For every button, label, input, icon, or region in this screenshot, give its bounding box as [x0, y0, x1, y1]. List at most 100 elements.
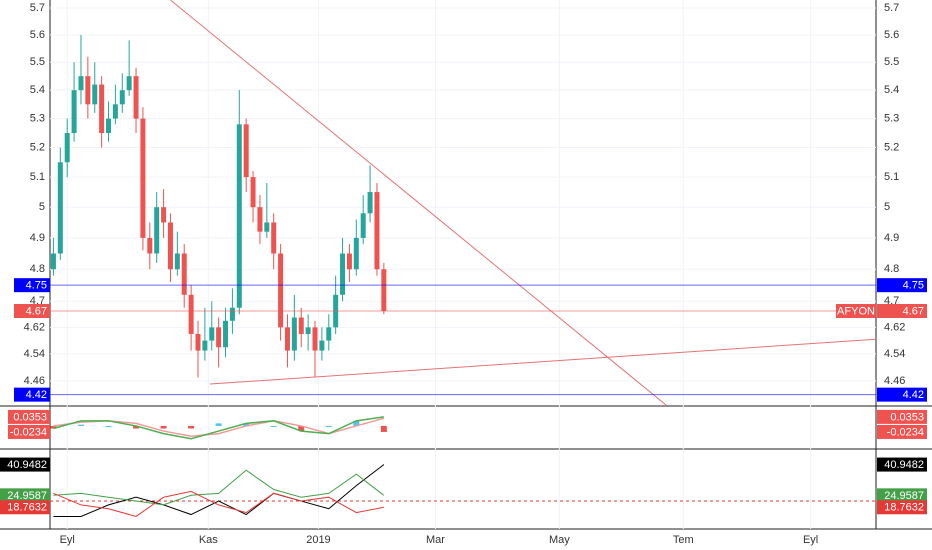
candle-body	[312, 327, 318, 351]
histogram-bar	[325, 425, 332, 427]
candle-body	[229, 307, 235, 321]
histogram-bar	[188, 425, 195, 429]
candle-body	[278, 253, 284, 328]
candle-body	[106, 118, 112, 134]
last-value-box	[877, 500, 927, 515]
candle-body	[216, 327, 222, 348]
histogram-bar	[353, 420, 360, 426]
indicator-line	[53, 416, 384, 440]
candle-body	[167, 222, 173, 270]
candle-body	[367, 192, 373, 214]
y-tick-label: 5.6	[30, 29, 45, 41]
last-value: 40.9482	[884, 459, 924, 471]
last-value: 0.0353	[890, 411, 924, 423]
price-label: 4.42	[26, 389, 47, 401]
x-tick-label: 2019	[306, 534, 330, 546]
candle-body	[64, 133, 70, 163]
price-label-box	[877, 278, 927, 293]
candle-body	[126, 76, 132, 91]
candle-body	[284, 327, 290, 351]
y-tick-label: 4.46	[24, 375, 45, 387]
candle-body	[174, 253, 180, 270]
y-tick-label: 4.62	[884, 321, 905, 333]
last-value: 40.9482	[7, 459, 47, 471]
candle-body	[360, 213, 366, 238]
candle-body	[133, 76, 139, 119]
candle-body	[298, 317, 304, 334]
indicator-line	[53, 464, 385, 517]
last-value-box	[877, 424, 927, 439]
y-tick-label: 5	[39, 201, 45, 213]
last-value: 0.0353	[13, 411, 47, 423]
candle-body	[202, 340, 208, 351]
y-tick-label: 5.6	[884, 29, 899, 41]
candle-body	[181, 253, 187, 295]
last-value-box	[0, 457, 50, 472]
candle-body	[71, 90, 77, 134]
last-value-box	[877, 409, 927, 424]
y-tick-label: 4.9	[30, 232, 45, 244]
price-label: 4.42	[903, 389, 924, 401]
x-tick-label: Kas	[199, 534, 218, 546]
y-tick-label: 4.62	[24, 321, 45, 333]
candle-body	[188, 294, 194, 334]
candle-body	[319, 340, 325, 351]
histogram-bar	[133, 425, 140, 429]
price-label: 4.67	[26, 305, 47, 317]
candle-body	[161, 207, 167, 223]
histogram-bar	[215, 423, 222, 426]
y-tick-label: 5.3	[884, 113, 899, 125]
y-tick-label: 5.4	[30, 84, 45, 96]
candle-body	[326, 327, 332, 341]
candle-body	[209, 327, 215, 341]
y-tick-label: 5.4	[884, 84, 899, 96]
indicator-line	[53, 469, 385, 506]
candle-body	[85, 76, 91, 105]
y-tick-label: 5.2	[884, 141, 899, 153]
price-label-box	[877, 303, 927, 318]
candle-body	[119, 90, 125, 105]
candle-body	[381, 269, 387, 311]
x-tick-label: Eyl	[60, 534, 75, 546]
price-label: 4.67	[903, 305, 924, 317]
candle-body	[140, 118, 146, 238]
y-tick-label: 5.7	[30, 2, 45, 14]
x-tick-label: Tem	[673, 534, 694, 546]
histogram-bar	[270, 425, 277, 427]
x-tick-label: Eyl	[803, 534, 818, 546]
y-tick-label: 5.2	[30, 141, 45, 153]
candle-body	[250, 177, 256, 208]
last-value-box	[877, 488, 927, 503]
histogram-bar	[298, 425, 305, 432]
last-value-box	[8, 409, 50, 424]
trendline	[210, 338, 877, 385]
trendline	[170, 0, 667, 406]
y-tick-label: 5	[884, 201, 890, 213]
candle-body	[92, 84, 98, 105]
last-value-box	[0, 488, 50, 503]
y-tick-label: 5.5	[884, 56, 899, 68]
indicator-line	[53, 490, 384, 517]
candle-body	[291, 317, 297, 351]
candle-body	[353, 237, 359, 270]
last-value: 24.9587	[7, 490, 47, 502]
histogram-bar	[50, 425, 57, 429]
y-tick-label: 5.5	[30, 56, 45, 68]
y-tick-label: 4.54	[884, 348, 905, 360]
last-value: -0.0234	[10, 426, 47, 438]
symbol-box	[836, 303, 876, 318]
histogram-bar	[380, 425, 387, 432]
candle-body	[257, 207, 263, 232]
y-tick-label: 4.8	[30, 263, 45, 275]
candle-body	[50, 253, 56, 270]
candle-body	[78, 76, 84, 91]
y-tick-label: 5.7	[884, 2, 899, 14]
y-tick-label: 4.46	[884, 375, 905, 387]
candle-body	[57, 162, 63, 254]
y-tick-label: 5.3	[30, 113, 45, 125]
price-label-box	[14, 278, 50, 293]
price-label: 4.75	[903, 280, 924, 292]
candle-body	[271, 222, 277, 254]
candle-body	[195, 333, 201, 351]
